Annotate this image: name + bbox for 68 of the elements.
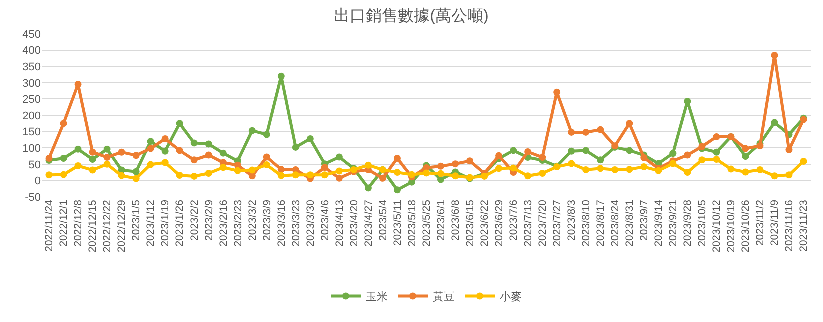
x-tick-label: 2023/5/4: [377, 200, 390, 241]
x-tick-label: 2023/2/16: [218, 200, 230, 247]
x-tick-label: 2022/12/22: [102, 200, 114, 253]
x-tick-label: 2023/4/13: [334, 200, 346, 247]
x-tick-label: 2023/5/25: [420, 200, 433, 247]
x-tick-label: 2023/8/3: [566, 200, 578, 241]
y-tick-label: 450: [22, 28, 41, 41]
x-tick-label: 2023/8/17: [595, 200, 608, 247]
x-tick-label: 2023/11/2: [754, 200, 767, 246]
x-tick-label: 2022/12/15: [87, 200, 100, 253]
x-tick-label: 2023/3/30: [304, 200, 317, 247]
x-tick-label: 2023/11/16: [784, 200, 796, 252]
x-tick-label: 2023/8/31: [624, 200, 636, 247]
x-tick-label: 2023/10/5: [696, 200, 709, 247]
x-tick-label: 2023/3/2: [246, 200, 259, 241]
x-tick-label: 2023/8/24: [610, 200, 622, 247]
x-tick-label: 2023/1/19: [160, 200, 172, 247]
x-tick-label: 2023/2/23: [232, 200, 244, 247]
x-tick-label: 2023/3/23: [290, 200, 302, 247]
y-tick-label: 400: [22, 45, 41, 58]
x-tick-label: 2022/12/8: [72, 200, 85, 247]
x-tick-label: 2023/6/1: [435, 200, 448, 241]
x-tick-label: 2023/3/16: [276, 200, 288, 247]
x-tick-label: 2023/1/12: [145, 200, 158, 247]
x-tick-label: 2023/7/13: [522, 200, 534, 247]
x-tick-label: 2023/4/6: [319, 200, 332, 241]
x-tick-label: 2023/10/12: [711, 200, 724, 253]
x-tick-label: 2023/10/19: [726, 200, 738, 253]
x-tick-label: 2023/7/20: [536, 200, 549, 247]
y-tick-label: -50: [25, 192, 41, 204]
x-tick-label: 2023/6/15: [464, 200, 476, 247]
x-tick-label: 2023/4/27: [362, 200, 375, 247]
x-tick-label: 2023/2/9: [203, 200, 216, 241]
x-tick-label: 2023/4/20: [348, 200, 360, 247]
x-tick-label: 2023/1/5: [130, 200, 143, 241]
x-tick-label: 2023/2/2: [188, 200, 201, 241]
y-tick-label: 50: [28, 159, 41, 172]
x-tick-label: 2023/6/8: [450, 200, 462, 241]
chart-title: 出口銷售數據(萬公噸): [334, 6, 489, 25]
x-tick-label: 2023/1/26: [174, 200, 186, 247]
x-tick-label: 2023/7/6: [508, 200, 520, 241]
x-tick-label: 2023/6/22: [478, 200, 491, 247]
y-tick-label: 150: [22, 126, 41, 139]
x-tick-label: 2023/3/9: [261, 200, 274, 241]
legend-label: 玉米: [366, 290, 388, 304]
x-tick-label: 2023/11/9: [769, 200, 782, 246]
x-tick-label: 2023/5/18: [406, 200, 418, 247]
y-tick-label: 100: [22, 142, 41, 155]
y-tick-label: 300: [22, 78, 41, 90]
x-tick-label: 2023/9/28: [682, 200, 694, 247]
x-tick-label: 2022/12/1: [58, 200, 70, 247]
y-tick-label: 250: [22, 94, 41, 106]
y-tick-label: 350: [22, 61, 41, 74]
x-tick-label: 2023/9/14: [653, 200, 666, 247]
legend-label: 黃豆: [433, 290, 455, 304]
legend-label: 小麥: [500, 290, 522, 304]
x-tick-label: 2022/11/24: [44, 200, 56, 252]
x-tick-label: 2023/9/7: [638, 200, 651, 241]
x-tick-label: 2023/8/10: [580, 200, 593, 247]
y-tick-label: 200: [22, 110, 41, 122]
x-tick-label: 2023/10/26: [740, 200, 752, 253]
x-tick-label: 2023/9/21: [668, 200, 680, 247]
x-tick-label: 2023/7/27: [551, 200, 564, 247]
x-tick-label: 2023/11/23: [798, 200, 810, 252]
y-tick-label: 0: [34, 176, 41, 188]
x-tick-label: 2022/12/29: [116, 200, 128, 253]
x-tick-label: 2023/5/11: [392, 200, 404, 246]
x-tick-label: 2023/6/29: [493, 200, 506, 247]
